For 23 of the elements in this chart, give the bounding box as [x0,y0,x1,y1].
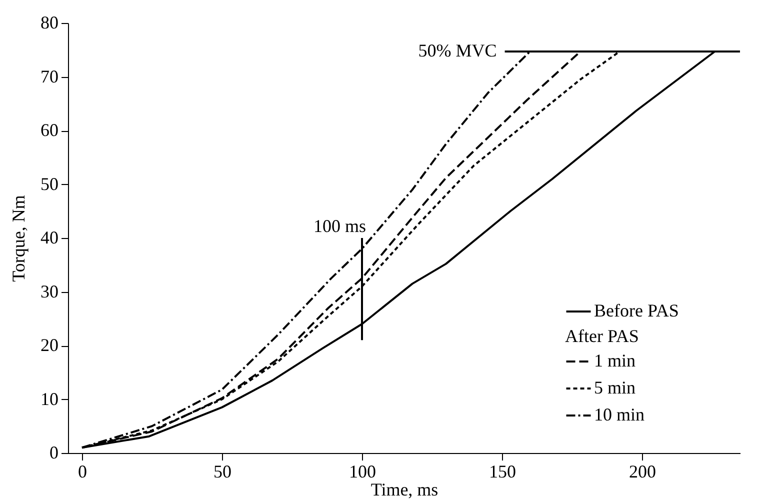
x-tick-label: 200 [629,462,656,482]
y-tick-label: 50 [40,174,58,194]
legend-label: 10 min [594,404,645,424]
y-tick-label: 60 [40,120,58,140]
x-axis-title: Time, ms [370,480,438,500]
y-tick-label: 80 [40,12,58,32]
y-tick-label: 30 [40,281,58,302]
legend-label: Before PAS [594,300,679,320]
legend-title: After PAS [565,326,639,346]
annotation: 100 ms [313,216,366,236]
x-tick-label: 150 [489,462,516,482]
y-tick-label: 0 [50,442,58,462]
y-axis-title: Torque, Nm [8,195,28,282]
x-tick-label: 0 [78,462,87,482]
x-tick-label: 100 [349,462,376,482]
y-tick-label: 10 [40,388,58,409]
y-tick-label: 20 [40,335,58,355]
y-tick-label: 70 [40,66,58,86]
x-tick-label: 50 [214,462,232,482]
legend-label: 1 min [594,350,636,370]
legend-label: 5 min [594,378,636,398]
annotation: 50% MVC [418,40,497,60]
y-tick-label: 40 [40,228,58,248]
